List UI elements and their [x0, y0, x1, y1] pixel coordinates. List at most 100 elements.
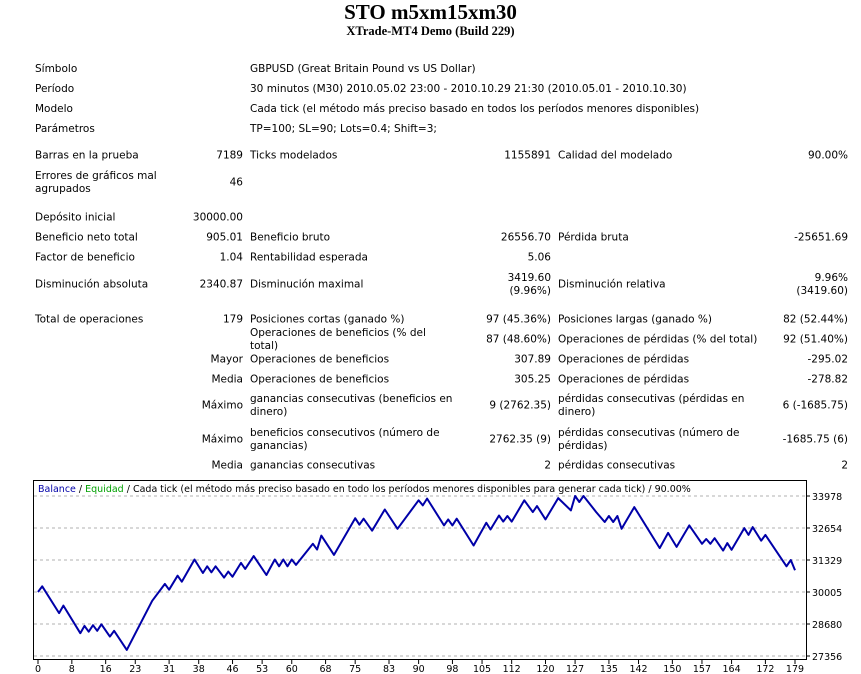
stat-value: 5.06	[527, 251, 551, 264]
stat-label: ganancias consecutivas	[250, 459, 376, 472]
stat-value: Máximo	[201, 433, 243, 446]
x-tick-label: 8	[69, 664, 75, 674]
info-value: Cada tick (el método más preciso basado …	[250, 103, 700, 115]
info-value: TP=100; SL=90; Lots=0.4; Shift=3;	[250, 123, 437, 135]
balance-chart: 33978 32654 31329 30005 28680 27356 0 8 16 23 31 38…	[33, 480, 842, 674]
stat-value: 7189	[216, 149, 243, 162]
legend-model-text: / Cada tick (el método más preciso basad…	[124, 484, 691, 495]
stat-value: Mayor	[210, 353, 243, 366]
stat-label: Operaciones de beneficios	[250, 373, 390, 386]
stat-label: beneficios consecutivos (número de ganan…	[250, 427, 440, 452]
stat-label: Operaciones de pérdidas	[558, 353, 690, 366]
legend-balance: Balance	[38, 484, 76, 495]
stat-label: Disminución maximal	[250, 278, 364, 291]
x-tick-label: 68	[320, 664, 332, 674]
stat-value: 9.96% (3419.60)	[796, 272, 848, 297]
stat-value: -295.02	[807, 353, 848, 366]
x-tick-label: 179	[786, 664, 804, 674]
stat-value: 46	[229, 176, 243, 189]
stat-label: Operaciones de pérdidas	[558, 373, 690, 386]
x-tick-label: 38	[193, 664, 205, 674]
y-tick-label: 28680	[812, 620, 842, 631]
report-subtitle: XTrade-MT4 Demo (Build 229)	[346, 24, 515, 38]
info-value: 30 minutos (M30) 2010.05.02 23:00 - 2010…	[250, 83, 687, 95]
stat-label: Operaciones de pérdidas (% del total)	[558, 333, 758, 346]
x-tick-label: 135	[600, 664, 618, 674]
x-tick-label: 90	[413, 664, 425, 674]
stat-value: 305.25	[514, 373, 551, 386]
info-value: GBPUSD (Great Britain Pound vs US Dollar…	[250, 63, 476, 75]
info-label: Período	[35, 83, 75, 95]
x-tick-label: 46	[226, 664, 238, 674]
x-tick-label: 105	[473, 664, 491, 674]
chart-legend: Balance / Equidad / Cada tick (el método…	[38, 484, 691, 495]
x-tick-label: 98	[446, 664, 458, 674]
stat-label: Beneficio bruto	[250, 231, 331, 244]
stat-value: 92 (51.40%)	[783, 333, 848, 346]
stat-label: Disminución relativa	[558, 278, 666, 291]
x-tick-label: 31	[163, 664, 175, 674]
y-tick-label: 27356	[812, 652, 842, 663]
stat-label: ganancias consecutivas (beneficios en di…	[250, 393, 453, 418]
stat-value: 2	[841, 459, 848, 472]
stat-value: 90.00%	[807, 149, 848, 162]
stat-value: 3419.60 (9.96%)	[507, 272, 551, 297]
stat-value: 82 (52.44%)	[783, 313, 848, 326]
stat-label: Errores de gráficos mal agrupados	[35, 170, 157, 195]
info-row: Símbolo GBPUSD (Great Britain Pound vs US…	[35, 63, 476, 75]
stat-value: 6 (-1685.75)	[782, 399, 848, 412]
stat-value: 97 (45.36%)	[486, 313, 551, 326]
info-row: Modelo Cada tick (el método más preciso b…	[35, 103, 699, 115]
stat-value: -25651.69	[794, 231, 848, 244]
stat-label: Pérdida bruta	[558, 231, 629, 244]
x-tick-label: 23	[129, 664, 141, 674]
y-tick-label: 31329	[812, 556, 842, 567]
info-label: Símbolo	[35, 63, 78, 75]
stat-value: 2762.35 (9)	[489, 433, 551, 446]
x-tick-label: 157	[693, 664, 711, 674]
stat-value: 905.01	[206, 231, 243, 244]
stat-value: -278.82	[807, 373, 848, 386]
x-tick-label: 83	[383, 664, 395, 674]
x-tick-label: 16	[100, 664, 112, 674]
x-tick-label: 0	[35, 664, 41, 674]
stat-label: Posiciones cortas (ganado %)	[250, 313, 405, 326]
legend-equity: Equidad	[85, 484, 124, 495]
stat-label: pérdidas consecutivas (pérdidas en diner…	[558, 393, 745, 418]
plot-frame	[33, 480, 807, 660]
y-tick-label: 32654	[812, 524, 842, 535]
stat-value: 87 (48.60%)	[486, 333, 551, 346]
x-tick-label: 164	[722, 664, 740, 674]
balance-line	[37, 495, 796, 651]
report-title: STO m5xm15xm30	[344, 0, 517, 24]
x-tick-label: 150	[663, 664, 681, 674]
stat-label: Posiciones largas (ganado %)	[558, 313, 712, 326]
stat-value: 307.89	[514, 353, 551, 366]
stat-label: pérdidas consecutivas	[558, 459, 676, 472]
stat-value: Máximo	[201, 399, 243, 412]
x-tick-label: 120	[536, 664, 554, 674]
y-tick-label: 33978	[812, 492, 842, 503]
stat-value: Media	[211, 373, 243, 386]
stat-label: Beneficio neto total	[35, 231, 138, 244]
x-tick-label: 127	[566, 664, 584, 674]
info-row: Parámetros TP=100; SL=90; Lots=0.4; Shift…	[35, 123, 437, 135]
y-tick-label: 30005	[812, 588, 842, 599]
stat-value: 1155891	[504, 149, 551, 162]
info-label: Parámetros	[35, 123, 95, 135]
x-tick-label: 60	[286, 664, 298, 674]
x-tick-label: 75	[349, 664, 361, 674]
info-row: Período 30 minutos (M30) 2010.05.02 23:00…	[35, 83, 687, 95]
stat-label: Rentabilidad esperada	[250, 251, 368, 264]
x-tick-label: 172	[756, 664, 774, 674]
stat-value: 179	[222, 313, 243, 326]
stat-label: Factor de beneficio	[35, 251, 135, 264]
stat-label: Operaciones de beneficios	[250, 353, 390, 366]
stat-label: Calidad del modelado	[558, 149, 673, 162]
stat-value: 26556.70	[500, 231, 551, 244]
x-tick-label: 53	[256, 664, 268, 674]
stat-value: 1.04	[219, 251, 243, 264]
stat-label: Disminución absoluta	[35, 278, 149, 291]
stat-label: Total de operaciones	[35, 313, 144, 326]
stat-label: Depósito inicial	[35, 211, 116, 224]
